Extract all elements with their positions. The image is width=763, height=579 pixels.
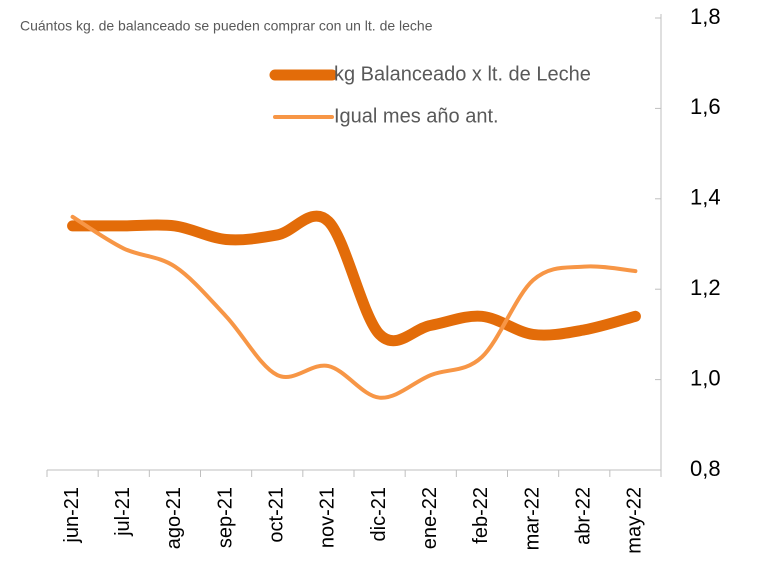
x-tick-label: ene-22 <box>419 487 441 549</box>
x-tick-label: sep-21 <box>214 487 236 548</box>
x-tick-label: abr-22 <box>573 487 595 545</box>
chart-title: Cuántos kg. de balanceado se pueden comp… <box>20 18 433 34</box>
y-tick-label: 1,6 <box>690 94 721 119</box>
x-tick-label: dic-21 <box>368 487 390 541</box>
y-tick-label: 0,8 <box>690 456 721 481</box>
y-tick-label: 1,4 <box>690 185 721 210</box>
x-tick-label: jun-21 <box>61 487 83 544</box>
x-tick-label: feb-22 <box>470 487 492 544</box>
line-series <box>67 210 641 347</box>
y-tick-label: 1,0 <box>690 365 721 390</box>
y-tick-label: 1,8 <box>690 4 721 29</box>
x-tick-label: oct-21 <box>266 487 288 543</box>
legend-label: Igual mes año ant. <box>334 105 499 127</box>
y-tick-label: 1,2 <box>690 275 721 300</box>
x-tick-label: mar-22 <box>521 487 543 550</box>
legend-label: kg Balanceado x lt. de Leche <box>334 63 591 85</box>
x-tick-label: nov-21 <box>317 487 339 548</box>
x-tick-label: jul-21 <box>112 487 134 537</box>
x-tick-label: ago-21 <box>163 487 185 549</box>
line-series <box>70 214 638 400</box>
x-tick-label: may-22 <box>624 487 646 554</box>
